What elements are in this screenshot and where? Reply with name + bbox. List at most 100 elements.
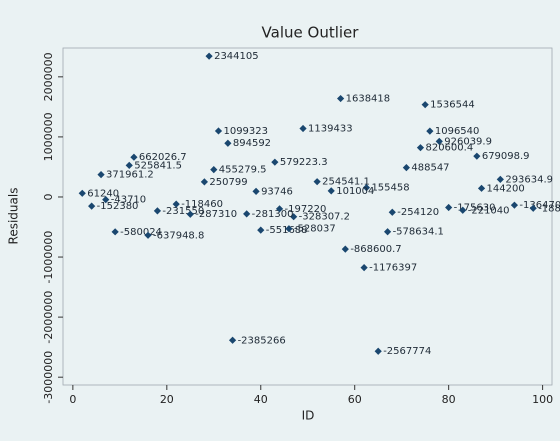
point bbox=[125, 161, 133, 169]
point-label: 1638418 bbox=[346, 94, 391, 105]
point-label: 1536544 bbox=[430, 100, 475, 111]
point-label: -2567774 bbox=[383, 346, 431, 357]
point-label: -43710 bbox=[111, 195, 146, 206]
point-label: 144200 bbox=[487, 183, 525, 194]
point-label: 455279.5 bbox=[219, 165, 267, 176]
point-label: -1176397 bbox=[369, 263, 417, 274]
x-tick-label: 0 bbox=[69, 393, 76, 406]
point bbox=[228, 336, 237, 344]
point-label: -175630 bbox=[454, 203, 496, 214]
point-label: -254120 bbox=[397, 207, 439, 218]
x-tick-label: 40 bbox=[254, 393, 268, 406]
x-tick-label: 20 bbox=[160, 393, 174, 406]
point-label: 926039.9 bbox=[444, 136, 492, 147]
point bbox=[111, 228, 119, 236]
point-label: 579223.3 bbox=[280, 157, 328, 168]
point bbox=[102, 196, 110, 204]
point-label: 254541.1 bbox=[322, 177, 370, 188]
point bbox=[243, 210, 251, 218]
point bbox=[374, 347, 382, 355]
point-label: 820600.4 bbox=[425, 143, 473, 154]
point-label: -578634.1 bbox=[393, 227, 444, 238]
point bbox=[186, 210, 194, 218]
point bbox=[78, 189, 86, 197]
point-label: -188550 bbox=[538, 203, 560, 214]
point bbox=[529, 204, 537, 212]
y-tick-label: 0 bbox=[42, 193, 55, 200]
point bbox=[510, 201, 519, 209]
point bbox=[205, 52, 213, 60]
point-label: 1099323 bbox=[223, 126, 268, 137]
point-label: 371961.2 bbox=[106, 170, 154, 181]
point-label: 61240 bbox=[87, 188, 119, 199]
point bbox=[435, 137, 443, 145]
point bbox=[421, 101, 429, 109]
point bbox=[445, 203, 453, 212]
point bbox=[290, 213, 298, 221]
y-tick-label: -3000000 bbox=[42, 351, 55, 404]
point bbox=[144, 231, 152, 239]
point bbox=[426, 127, 434, 135]
point-label: -221040 bbox=[468, 205, 510, 216]
point-label: -118460 bbox=[181, 199, 223, 210]
point-label: 2344105 bbox=[214, 51, 259, 62]
point-label: 101004 bbox=[336, 186, 374, 197]
point-label: -637948.8 bbox=[153, 230, 204, 241]
plot-region bbox=[62, 47, 553, 386]
point bbox=[459, 206, 467, 214]
point-label: 662026.7 bbox=[139, 152, 187, 163]
point bbox=[299, 124, 307, 133]
point-label: -2385266 bbox=[238, 335, 286, 346]
point bbox=[402, 164, 410, 172]
point bbox=[313, 178, 321, 186]
point bbox=[214, 127, 223, 135]
x-tick-label: 60 bbox=[348, 393, 362, 406]
point bbox=[252, 187, 260, 195]
point bbox=[210, 166, 218, 174]
point bbox=[341, 245, 349, 253]
point bbox=[275, 205, 284, 213]
point-label: 93746 bbox=[261, 186, 293, 197]
point bbox=[383, 228, 392, 236]
point-label: -197220 bbox=[285, 204, 327, 215]
point bbox=[327, 187, 335, 195]
y-axis-label: Residuals bbox=[7, 188, 21, 245]
point bbox=[360, 264, 368, 272]
point-label: 894592 bbox=[233, 138, 271, 149]
y-tick-label: 1000000 bbox=[42, 112, 55, 161]
point-label: -580024 bbox=[120, 227, 162, 238]
x-axis-label: ID bbox=[302, 409, 315, 423]
point bbox=[200, 178, 208, 186]
point-label: 293634.9 bbox=[505, 174, 553, 185]
point-label: -868600.7 bbox=[350, 244, 401, 255]
x-tick-label: 100 bbox=[532, 393, 553, 406]
point-label: -231550 bbox=[162, 206, 204, 217]
y-tick-label: -1000000 bbox=[42, 231, 55, 284]
point bbox=[362, 184, 371, 192]
point bbox=[130, 153, 138, 161]
point bbox=[172, 200, 180, 208]
point-label: -152380 bbox=[97, 201, 139, 212]
point-label: 525841.5 bbox=[134, 160, 182, 171]
point bbox=[97, 171, 105, 179]
point-label: -281300 bbox=[252, 209, 294, 220]
x-tick-label: 80 bbox=[442, 393, 456, 406]
point bbox=[257, 226, 265, 234]
point bbox=[271, 158, 279, 166]
point-label: 1139433 bbox=[308, 124, 353, 135]
chart-title: Value Outlier bbox=[262, 24, 360, 42]
point-label: -328307.2 bbox=[299, 212, 350, 223]
point bbox=[477, 184, 486, 192]
point-label: 1096540 bbox=[435, 126, 480, 137]
y-tick-label: 2000000 bbox=[42, 52, 55, 101]
point bbox=[388, 208, 396, 216]
point-label: -287310 bbox=[195, 209, 237, 220]
point-label: -136470 bbox=[519, 200, 560, 211]
point bbox=[416, 144, 425, 152]
point bbox=[337, 94, 345, 103]
point bbox=[473, 152, 481, 160]
point bbox=[88, 202, 96, 210]
point-label: 250799 bbox=[209, 177, 247, 188]
point-label: 679098.9 bbox=[482, 151, 530, 162]
